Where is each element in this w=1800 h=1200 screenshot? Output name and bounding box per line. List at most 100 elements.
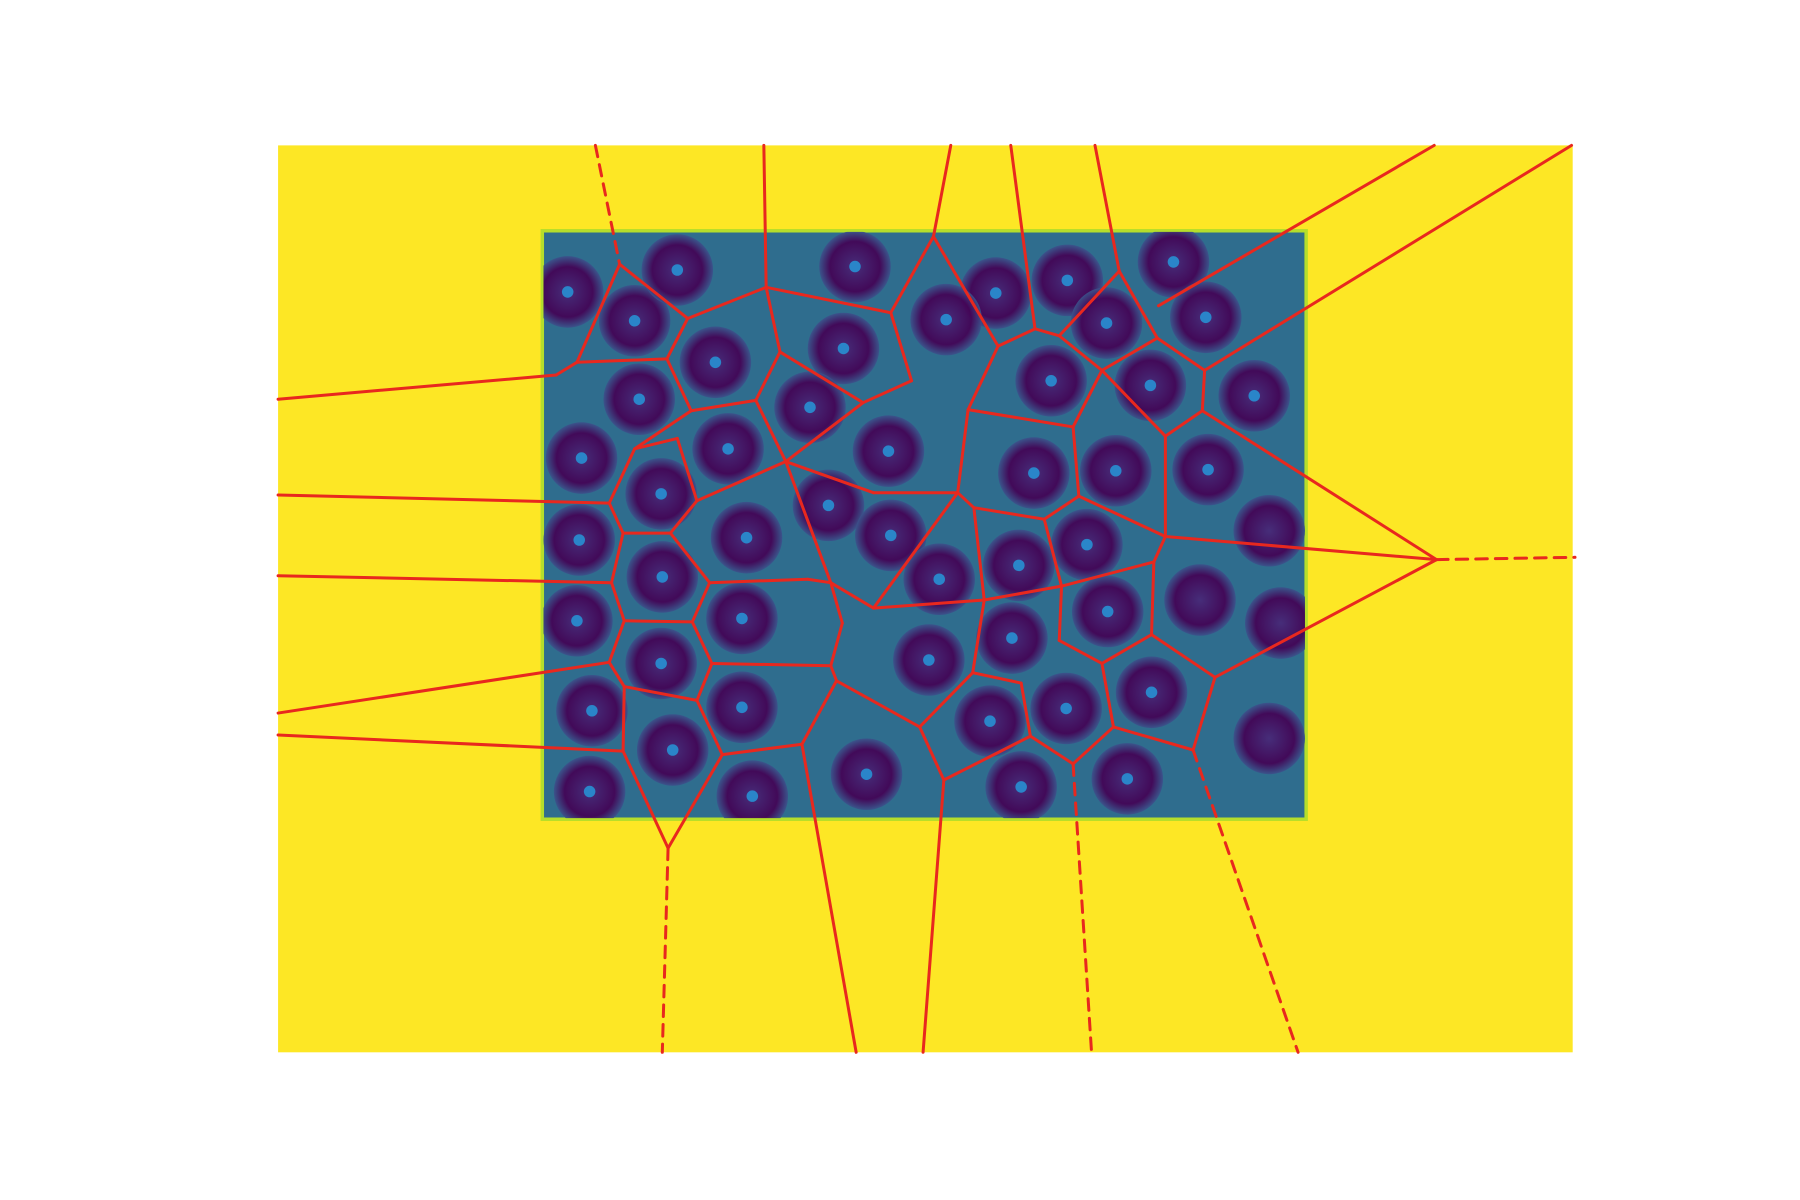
voronoi-edge xyxy=(956,408,970,495)
seed-point xyxy=(628,315,641,327)
voronoi-edge xyxy=(762,143,768,289)
voronoi-edge xyxy=(622,685,699,702)
voronoi-edge xyxy=(665,357,693,413)
voronoi-edge xyxy=(607,501,625,535)
seed-point xyxy=(666,744,679,756)
voronoi-edge xyxy=(1152,535,1167,564)
voronoi-edge xyxy=(1071,368,1104,429)
seed-point xyxy=(1060,702,1072,715)
voronoi-edge xyxy=(1009,143,1037,331)
voronoi-edge xyxy=(1155,336,1207,372)
seed-point xyxy=(746,790,759,802)
voronoi-edge xyxy=(666,753,724,850)
voronoi-edge xyxy=(784,460,875,495)
seed-point xyxy=(1145,686,1158,699)
voronoi-edge xyxy=(554,360,579,377)
voronoi-edge xyxy=(607,447,637,505)
voronoi-edge xyxy=(1150,560,1156,637)
voronoi-edge xyxy=(1033,327,1061,338)
voronoi-edge xyxy=(754,398,788,464)
seed-point xyxy=(984,715,996,727)
voronoi-edge xyxy=(610,531,625,585)
voronoi-edge xyxy=(1111,725,1195,752)
voronoi-edge xyxy=(621,749,670,850)
voronoi-ray xyxy=(660,846,670,1054)
seed-point xyxy=(575,452,588,464)
voronoi-edge xyxy=(966,344,1000,412)
voronoi-edge xyxy=(784,401,865,464)
seed-point xyxy=(740,531,753,544)
seed-point xyxy=(804,401,816,414)
voronoi-edge xyxy=(622,619,694,624)
seed-point xyxy=(882,445,895,457)
seed-point xyxy=(1121,773,1134,785)
voronoi-edge xyxy=(1100,633,1154,665)
voronoi-edge xyxy=(800,679,839,746)
voronoi-edge xyxy=(784,460,833,585)
voronoi-edge xyxy=(982,584,1064,602)
seed-point xyxy=(656,571,669,583)
voronoi-edge xyxy=(633,436,679,451)
seed-points xyxy=(561,256,1260,802)
voronoi-edge xyxy=(1200,368,1207,413)
voronoi-ray xyxy=(1191,748,1300,1054)
voronoi-edge xyxy=(668,499,699,535)
seed-point xyxy=(571,615,583,627)
voronoi-edge xyxy=(1191,675,1217,752)
seed-point xyxy=(822,499,835,512)
seed-point xyxy=(885,529,897,542)
voronoi-edge xyxy=(1163,409,1204,438)
voronoi-ray xyxy=(1435,555,1577,562)
cell-body xyxy=(1233,702,1305,775)
voronoi-edge xyxy=(1071,725,1115,766)
voronoi-edge xyxy=(778,350,865,405)
voronoi-edge xyxy=(800,742,858,1054)
seed-point xyxy=(923,654,935,666)
voronoi-edge xyxy=(1060,560,1156,588)
seed-point xyxy=(655,488,667,500)
voronoi-edge xyxy=(708,577,810,585)
voronoi-edge xyxy=(1200,409,1439,562)
voronoi-edge xyxy=(971,598,986,675)
cell-body xyxy=(1245,587,1305,659)
voronoi-edge xyxy=(829,581,844,625)
voronoi-edge xyxy=(806,577,833,585)
voronoi-edge xyxy=(720,742,804,757)
voronoi-edge xyxy=(931,143,953,239)
voronoi-edge xyxy=(1071,425,1081,498)
voronoi-edge xyxy=(889,235,935,315)
voronoi-edge xyxy=(972,506,1046,521)
seed-point xyxy=(633,393,645,405)
voronoi-edge xyxy=(996,327,1037,348)
voronoi-edge xyxy=(918,725,946,782)
voronoi-ray xyxy=(1071,762,1094,1054)
seed-point xyxy=(860,768,873,780)
voronoi-edge xyxy=(754,350,782,402)
seed-point xyxy=(671,264,684,276)
voronoi-edge xyxy=(690,581,712,624)
voronoi-edge xyxy=(918,671,975,729)
voronoi-edge xyxy=(1100,661,1115,729)
cell-body xyxy=(716,760,789,819)
voronoi-edge xyxy=(1093,143,1121,273)
voronoi-edge xyxy=(1117,269,1159,340)
seed-point xyxy=(990,287,1002,299)
seed-point xyxy=(1013,559,1025,572)
voronoi-edge xyxy=(956,491,976,510)
voronoi-edge xyxy=(1100,336,1159,372)
voronoi-edge xyxy=(633,409,693,451)
voronoi-edge xyxy=(764,285,782,354)
voronoi-edge xyxy=(276,660,611,715)
voronoi-edge xyxy=(861,379,914,405)
voronoi-edge xyxy=(764,285,893,315)
voronoi-edge xyxy=(871,598,986,610)
voronoi-edge xyxy=(1019,681,1032,738)
voronoi-edge xyxy=(618,262,690,320)
seed-point xyxy=(1081,538,1093,551)
seed-point xyxy=(1061,274,1074,287)
seed-point xyxy=(736,612,748,625)
seed-point xyxy=(736,701,748,714)
voronoi-edges xyxy=(276,143,1577,1054)
seed-point xyxy=(1167,256,1180,268)
